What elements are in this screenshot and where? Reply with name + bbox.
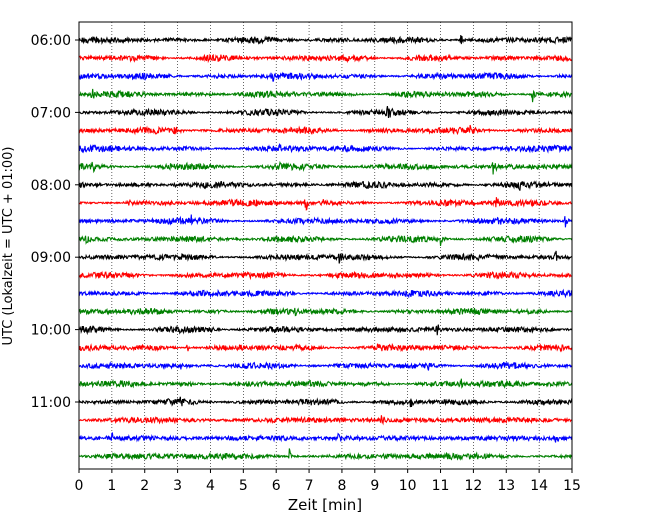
x-tick-label: 9 xyxy=(370,478,379,494)
trace-line xyxy=(78,160,573,175)
x-tick-label: 8 xyxy=(337,478,346,494)
x-tick-label: 7 xyxy=(305,478,314,494)
y-tick-label: 10:00 xyxy=(31,323,71,339)
y-tick-label: 07:00 xyxy=(31,105,71,121)
vertical-grid xyxy=(111,22,540,469)
trace-line xyxy=(78,448,573,461)
trace-group xyxy=(78,35,573,461)
x-tick-label: 1 xyxy=(107,478,116,494)
trace-line xyxy=(78,53,573,64)
x-tick-label: 3 xyxy=(173,478,182,494)
trace-line xyxy=(78,106,573,118)
trace-line xyxy=(78,270,573,281)
trace-line xyxy=(78,307,573,317)
y-tick-label: 09:00 xyxy=(31,250,71,266)
trace-line xyxy=(78,396,573,408)
x-axis-label: Zeit [min] xyxy=(288,496,362,514)
trace-line xyxy=(78,88,573,103)
trace-line xyxy=(78,71,573,82)
x-tick-label: 12 xyxy=(464,478,482,494)
x-tick-label: 6 xyxy=(272,478,281,494)
trace-line xyxy=(78,342,573,353)
trace-line xyxy=(78,197,573,211)
x-tick-label: 15 xyxy=(563,478,581,494)
x-tick-label: 4 xyxy=(206,478,215,494)
y-axis-ticks: 06:00 07:00 08:00 09:00 10:00 11:00 xyxy=(31,33,79,411)
trace-line xyxy=(78,432,573,443)
x-tick-label: 5 xyxy=(239,478,248,494)
x-tick-label: 0 xyxy=(75,478,84,494)
plot-frame xyxy=(78,21,573,470)
trace-line xyxy=(78,288,573,299)
trace-line xyxy=(78,234,573,247)
trace-line xyxy=(78,324,573,336)
y-axis-label: UTC (Lokalzeit = UTC + 01:00) xyxy=(1,147,16,346)
x-tick-label: 14 xyxy=(530,478,548,494)
trace-line xyxy=(78,378,573,389)
trace-line xyxy=(78,415,573,426)
trace-line xyxy=(78,35,573,45)
y-tick-label: 11:00 xyxy=(31,395,71,411)
trace-line xyxy=(78,142,573,154)
trace-line xyxy=(78,360,573,371)
trace-line xyxy=(78,180,573,191)
y-tick-label: 06:00 xyxy=(31,33,71,49)
trace-line xyxy=(78,214,573,228)
trace-line xyxy=(78,124,573,136)
x-axis-ticks: 0 1 2 3 4 5 6 7 8 9 10 11 12 13 14 15 xyxy=(75,469,581,494)
x-tick-label: 13 xyxy=(497,478,515,494)
x-tick-label: 2 xyxy=(140,478,149,494)
x-tick-label: 11 xyxy=(432,478,450,494)
x-tick-label: 10 xyxy=(399,478,417,494)
trace-line xyxy=(78,250,573,264)
y-tick-label: 08:00 xyxy=(31,178,71,194)
